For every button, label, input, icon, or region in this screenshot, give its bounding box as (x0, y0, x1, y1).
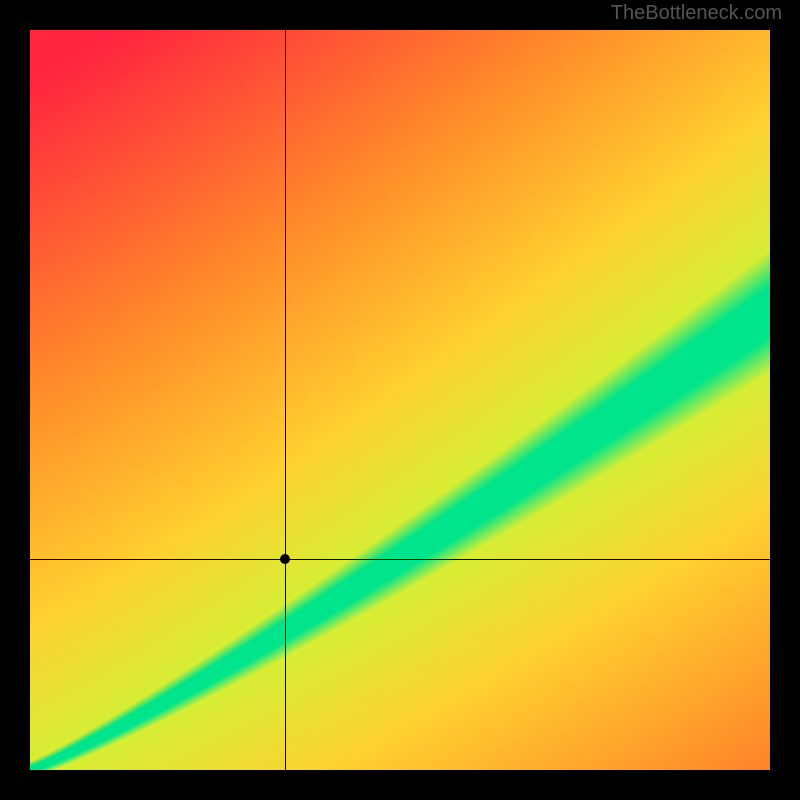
crosshair-vertical (285, 30, 286, 770)
heatmap-canvas (30, 30, 770, 770)
figure-container: TheBottleneck.com (0, 0, 800, 800)
crosshair-horizontal (30, 559, 770, 560)
crosshair-dot (280, 554, 290, 564)
plot-area (30, 30, 770, 770)
watermark-text: TheBottleneck.com (611, 2, 782, 25)
